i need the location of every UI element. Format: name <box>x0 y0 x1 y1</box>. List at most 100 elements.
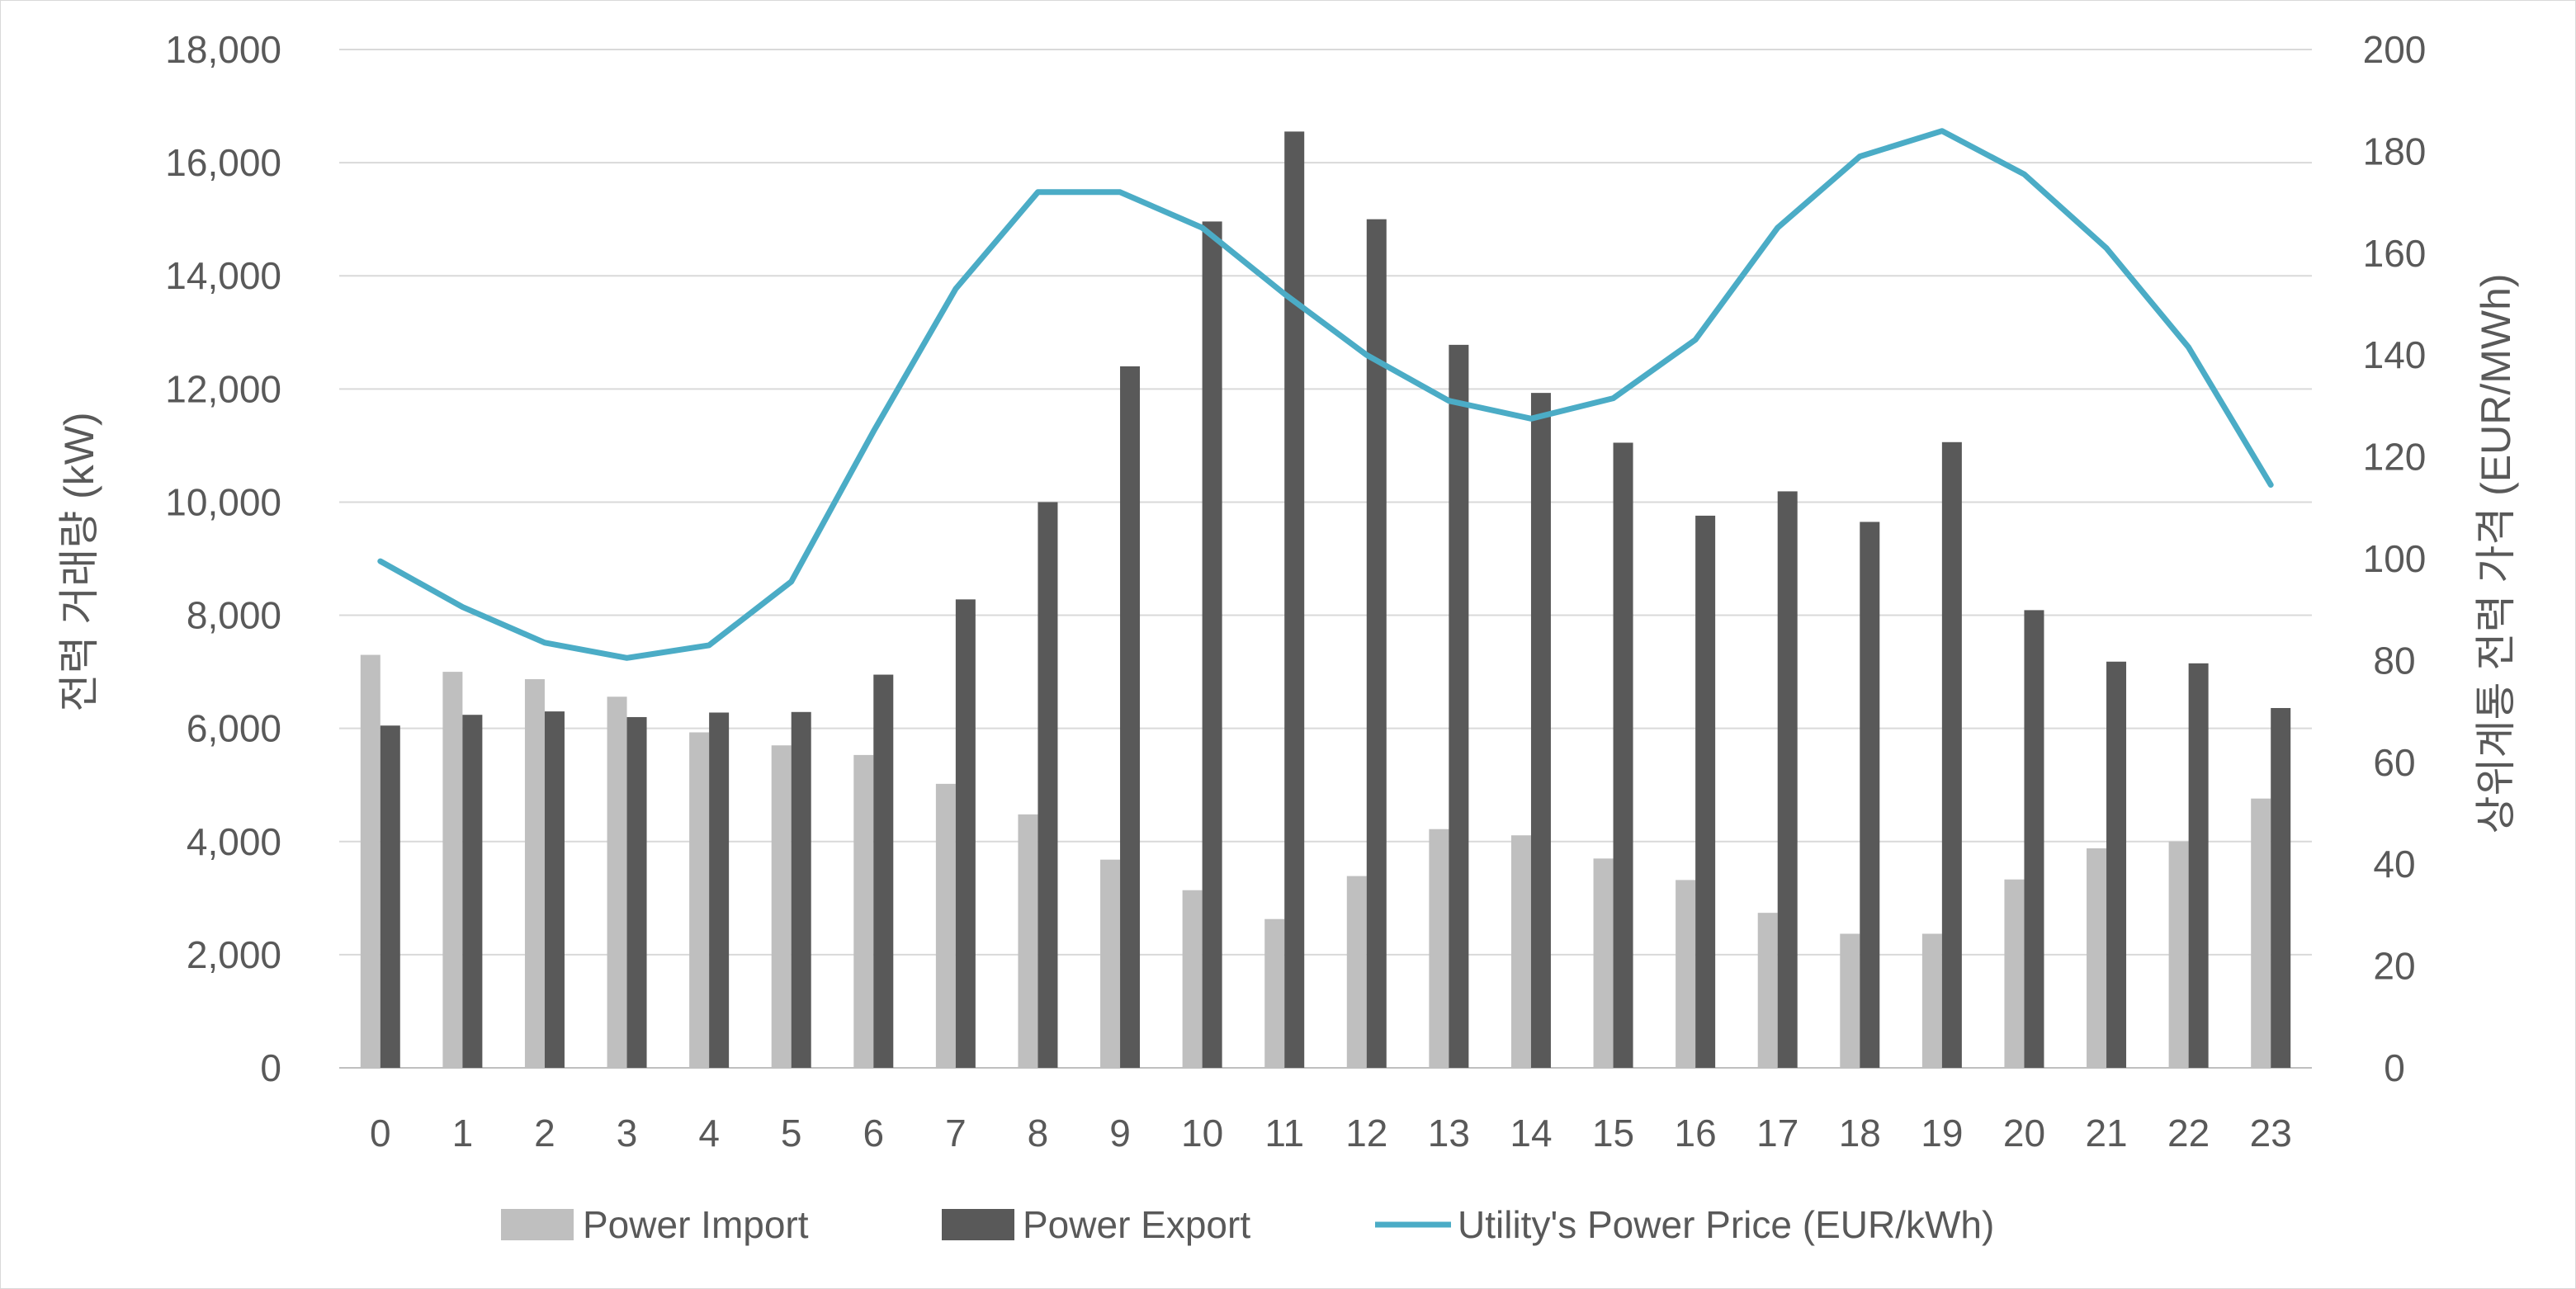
x-tick-label: 7 <box>945 1112 967 1154</box>
legend: Power Import Power Export Utility's Power … <box>501 1203 1994 1246</box>
import-bar <box>1593 858 1614 1068</box>
export-bar <box>1941 441 1962 1068</box>
y-tick-label: 12,000 <box>165 367 281 410</box>
y-tick-label: 14,000 <box>165 254 281 297</box>
x-tick-label: 9 <box>1109 1112 1131 1154</box>
export-bar <box>1860 522 1880 1068</box>
y-tick-label: 4,000 <box>187 820 281 863</box>
line-series <box>377 128 2274 661</box>
y-tick-label: 8,000 <box>187 594 281 637</box>
import-bar <box>1182 890 1203 1068</box>
import-bar <box>1840 933 1860 1068</box>
export-bar <box>2271 707 2291 1068</box>
import-bar <box>2087 848 2107 1068</box>
y-tick-label: 16,000 <box>165 141 281 184</box>
y-tick-label: 2,000 <box>187 933 281 976</box>
x-tick-label: 16 <box>1675 1112 1717 1154</box>
import-bar <box>1676 880 1696 1068</box>
x-tick-label: 5 <box>781 1112 802 1154</box>
x-tick-label: 10 <box>1181 1112 1223 1154</box>
export-bar <box>1284 131 1305 1069</box>
import-bar <box>1018 814 1038 1068</box>
x-tick-label: 0 <box>370 1112 391 1154</box>
import-bar <box>442 672 463 1068</box>
x-tick-label: 15 <box>1592 1112 1634 1154</box>
x-tick-label: 13 <box>1428 1112 1470 1154</box>
export-bar <box>791 711 811 1068</box>
import-bar <box>2004 879 2025 1068</box>
y2-tick-label: 100 <box>2363 537 2427 580</box>
export-bar <box>544 711 565 1068</box>
export-bar <box>462 715 483 1068</box>
import-bar <box>1921 933 1942 1068</box>
import-bar <box>1264 918 1285 1068</box>
y2-tick-label: 200 <box>2363 28 2427 71</box>
x-tick-label: 19 <box>1921 1112 1963 1154</box>
export-bar <box>2106 661 2127 1068</box>
left-axis-ticks: 0 2,000 4,000 6,000 8,000 10,000 12,000 14,000 1… <box>165 28 281 1089</box>
x-tick-label: 22 <box>2167 1112 2210 1154</box>
x-tick-label: 6 <box>863 1112 884 1154</box>
y2-tick-label: 180 <box>2363 130 2427 172</box>
y2-tick-label: 20 <box>2373 945 2415 988</box>
export-bar <box>1120 366 1141 1068</box>
y2-tick-label: 120 <box>2363 436 2427 479</box>
price-line <box>377 128 2274 661</box>
export-bar <box>1202 221 1222 1068</box>
x-tick-label: 23 <box>2250 1112 2292 1154</box>
y2-tick-label: 0 <box>2384 1046 2405 1089</box>
import-bar <box>1346 876 1367 1068</box>
import-bar <box>1510 835 1531 1068</box>
export-bar <box>626 716 647 1068</box>
x-tick-label: 17 <box>1756 1112 1798 1154</box>
x-tick-label: 14 <box>1510 1112 1552 1154</box>
x-tick-label: 4 <box>698 1112 720 1154</box>
y2-tick-label: 60 <box>2373 741 2415 784</box>
import-bar <box>1757 913 1778 1068</box>
import-bar <box>360 654 380 1068</box>
export-bar <box>1037 502 1058 1068</box>
x-tick-label: 3 <box>617 1112 638 1154</box>
export-bar <box>709 712 730 1068</box>
import-bar <box>2251 798 2271 1068</box>
x-tick-label: 2 <box>534 1112 555 1154</box>
import-bar <box>2168 841 2189 1068</box>
export-bar <box>1695 515 1716 1068</box>
import-bar <box>935 783 956 1068</box>
y2-tick-label: 160 <box>2363 232 2427 275</box>
y-tick-label: 6,000 <box>187 707 281 750</box>
gridlines <box>339 49 2312 1069</box>
export-bar <box>1613 442 1633 1068</box>
right-axis-ticks: 0 20 40 60 80 100 120 140 160 180 200 <box>2363 28 2427 1089</box>
bar-series <box>360 131 2291 1069</box>
x-axis-ticks: 0 1 2 3 4 5 6 7 8 9 10 11 12 13 14 15 16 17 18 19 20 21 22 23 <box>370 1112 2292 1154</box>
legend-label: Utility's Power Price (EUR/kWh) <box>1458 1203 1994 1246</box>
export-bar <box>1449 344 1469 1068</box>
y2-axis-title: 상위계통 전력 가격 (EUR/MWh) <box>2473 273 2519 833</box>
legend-label: Power Import <box>583 1203 809 1246</box>
import-bar <box>853 754 874 1068</box>
x-tick-label: 12 <box>1345 1112 1387 1154</box>
x-tick-label: 11 <box>1264 1112 1304 1154</box>
import-bar <box>607 696 627 1068</box>
legend-label: Power Export <box>1023 1203 1250 1246</box>
y-tick-label: 10,000 <box>165 480 281 523</box>
export-bar <box>380 725 400 1068</box>
y-tick-label: 0 <box>260 1046 281 1089</box>
legend-export-swatch <box>942 1209 1014 1240</box>
y-axis-title: 전력 거래량 (kW) <box>56 412 102 711</box>
export-bar <box>2024 610 2044 1068</box>
x-tick-label: 1 <box>452 1112 474 1154</box>
import-bar <box>1429 829 1449 1068</box>
import-bar <box>1100 859 1121 1068</box>
y2-tick-label: 40 <box>2373 843 2415 885</box>
export-bar <box>955 599 976 1068</box>
x-tick-label: 18 <box>1839 1112 1881 1154</box>
y-tick-label: 18,000 <box>165 28 281 71</box>
export-bar <box>2188 663 2209 1068</box>
export-bar <box>1777 491 1798 1068</box>
export-bar <box>873 674 894 1068</box>
y2-tick-label: 80 <box>2373 639 2415 682</box>
